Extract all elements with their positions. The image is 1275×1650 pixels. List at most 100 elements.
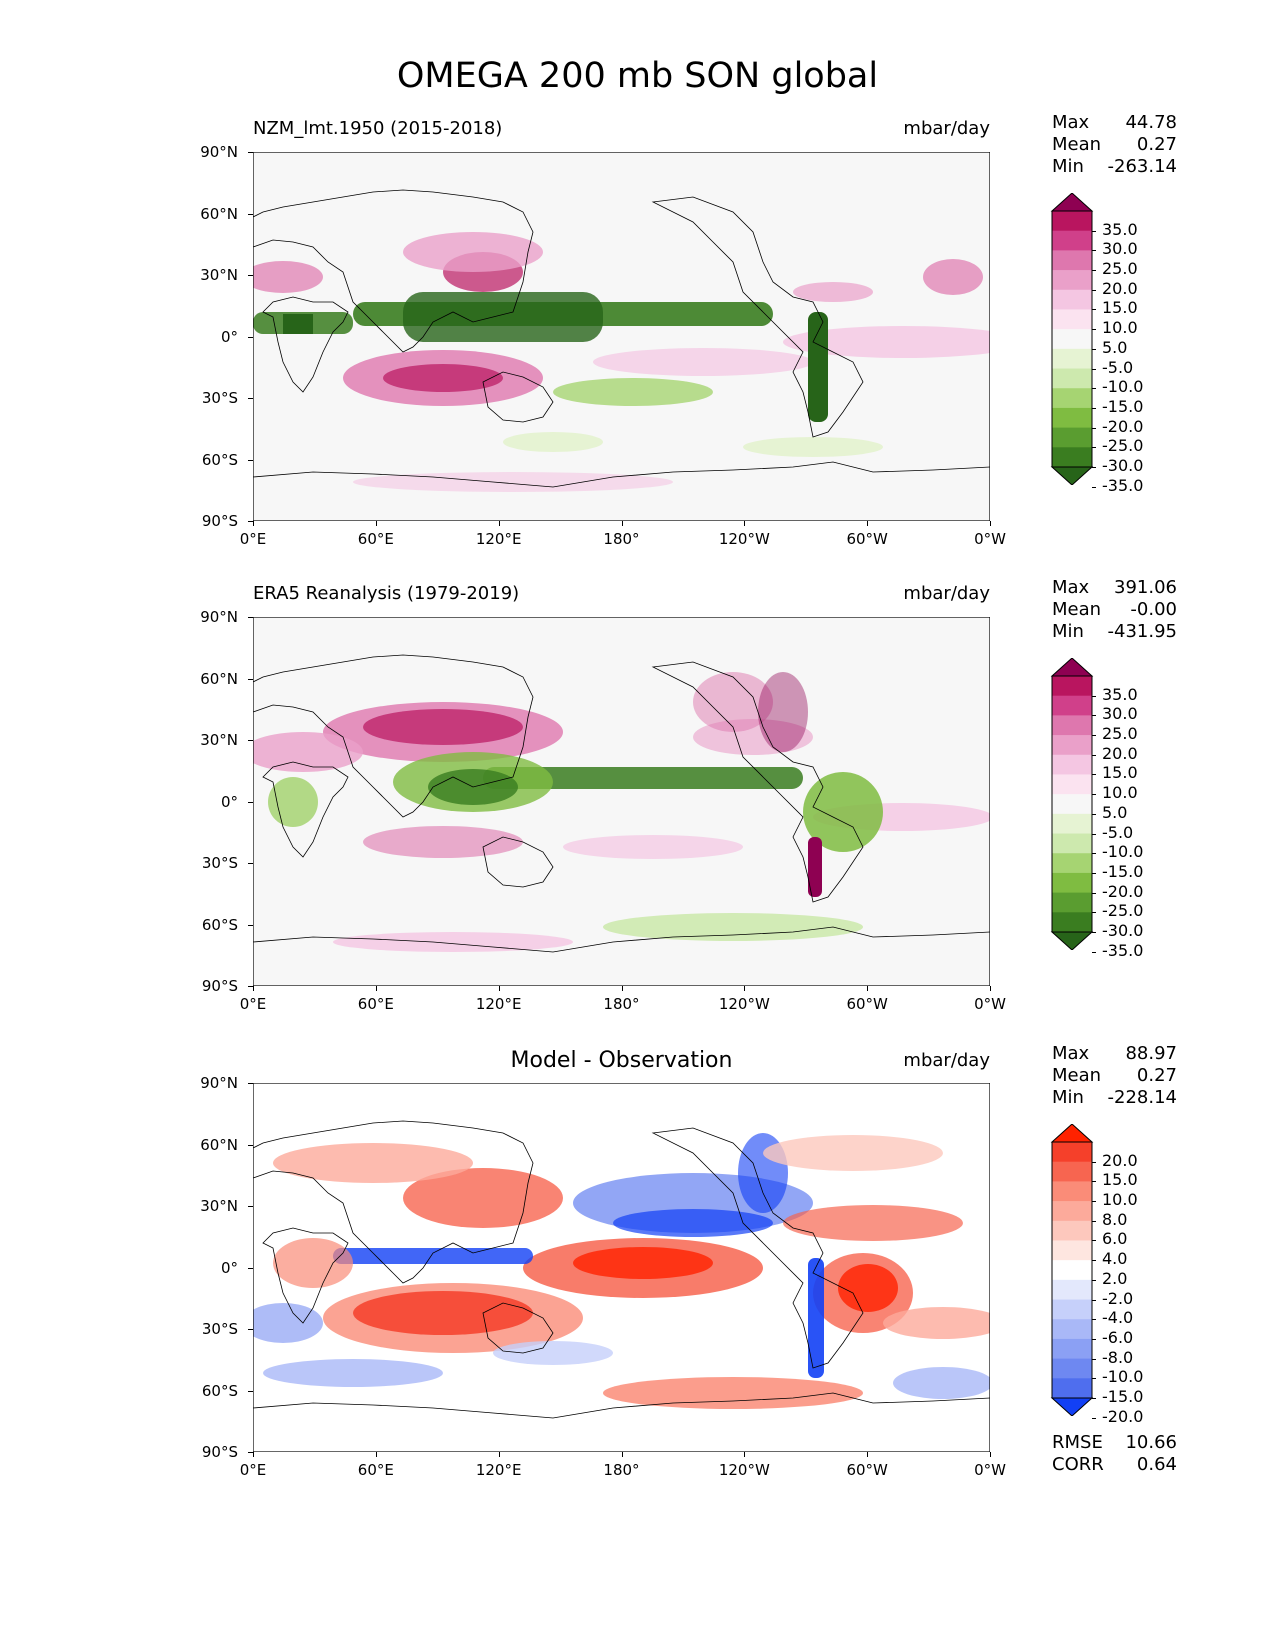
lon-tick-mark — [744, 986, 746, 991]
colorbar-tick — [1092, 1240, 1096, 1242]
colorbar-tick — [1092, 250, 1096, 252]
units-label: mbar/day — [903, 118, 990, 139]
colorbar-bin — [1052, 872, 1092, 894]
colorbar-tick-label: -10.0 — [1102, 1367, 1144, 1387]
lon-tick-label: 180° — [603, 530, 640, 548]
lon-tick-label: 60°E — [357, 995, 394, 1013]
lat-tick-label: 60°N — [200, 204, 238, 223]
colorbar-tick-label: 15.0 — [1102, 1170, 1138, 1190]
colorbar-bin — [1052, 1378, 1092, 1399]
lat-tick-label: 90°S — [201, 977, 238, 995]
colorbar-tick — [1092, 833, 1096, 835]
lon-tick-label: 0°E — [239, 1461, 267, 1479]
colorbar-bin — [1052, 447, 1092, 468]
colorbar-tick-label: -35.0 — [1102, 475, 1144, 495]
colorbar-bin — [1052, 289, 1092, 310]
lon-tick-mark — [375, 986, 377, 991]
colorbar-tick-label: 30.0 — [1102, 239, 1138, 259]
units-label: mbar/day — [903, 583, 990, 604]
lat-tick-mark — [248, 863, 253, 864]
colorbar-tick — [1092, 932, 1096, 933]
colorbar-tick — [1092, 892, 1096, 894]
colorbar-tick-label: -15.0 — [1102, 396, 1144, 416]
lon-tick-mark — [744, 521, 746, 526]
map-plot — [253, 1083, 990, 1452]
map-plot — [253, 152, 990, 521]
colorbar-tick — [1092, 1161, 1096, 1163]
colorbar-tick-label: -25.0 — [1102, 436, 1144, 456]
colorbar-tick-label: -35.0 — [1102, 940, 1144, 960]
colorbar-tick — [1092, 872, 1096, 874]
lat-tick-mark — [248, 521, 253, 522]
colorbar-tick-label: 4.0 — [1102, 1249, 1128, 1269]
colorbar-extend-min — [1050, 1397, 1094, 1417]
figure-title: OMEGA 200 mb SON global — [396, 56, 879, 96]
lat-tick-label: 30°S — [201, 854, 238, 872]
colorbar-tick-label: 5.0 — [1102, 802, 1128, 822]
colorbar-tick-label: 25.0 — [1102, 724, 1138, 744]
colorbar-tick — [1092, 368, 1096, 370]
mean-value: -0.00 — [1130, 599, 1177, 620]
lat-tick-mark — [248, 1206, 253, 1207]
lat-tick-label: 60°S — [201, 450, 238, 469]
lat-tick-mark — [248, 336, 253, 338]
colorbar-bin — [1052, 833, 1092, 854]
lat-tick-mark — [248, 1452, 253, 1453]
colorbar-tick — [1092, 754, 1096, 756]
mean-value: 0.27 — [1136, 1065, 1177, 1086]
colorbar-bin — [1052, 329, 1092, 350]
lon-tick-mark — [498, 521, 500, 526]
colorbar-bin — [1052, 211, 1092, 232]
colorbar-tick — [1092, 289, 1096, 291]
lat-tick-mark — [248, 1144, 253, 1146]
lon-tick-label: 0°W — [974, 1461, 1006, 1479]
colorbar-tick-label: 20.0 — [1102, 1150, 1138, 1170]
lat-tick-mark — [248, 1329, 253, 1330]
colorbar-bin — [1052, 427, 1092, 448]
colorbar-tick-label: 30.0 — [1102, 704, 1138, 724]
rmse-label: RMSE — [1052, 1432, 1103, 1453]
colorbar-bin — [1052, 715, 1092, 736]
lon-tick-mark — [253, 1452, 254, 1457]
lon-tick-label: 60°E — [357, 1461, 394, 1479]
lon-tick-mark — [867, 521, 869, 526]
lon-tick-mark — [867, 986, 869, 991]
lat-tick-mark — [248, 740, 253, 741]
lon-tick-label: 180° — [603, 1461, 640, 1479]
colorbar-bin — [1052, 912, 1092, 933]
colorbar — [1050, 192, 1100, 489]
skill-scores: RMSE 10.66 CORR 0.64 — [1052, 1432, 1177, 1476]
colorbar-bin — [1052, 407, 1092, 429]
colorbar-tick-label: 10.0 — [1102, 1190, 1138, 1210]
lon-tick-label: 120°E — [475, 995, 522, 1013]
colorbar-tick-label: -30.0 — [1102, 456, 1144, 475]
lat-tick-label: 60°S — [201, 915, 238, 934]
colorbar-tick — [1092, 1319, 1096, 1321]
coastlines — [253, 189, 990, 488]
lon-tick-label: 60°W — [846, 1461, 888, 1479]
min-label: Min — [1052, 621, 1084, 642]
colorbar-tick — [1092, 1181, 1096, 1183]
colorbar-tick — [1092, 853, 1096, 855]
lat-tick-label: 60°N — [200, 669, 238, 688]
colorbar-tick — [1092, 388, 1096, 390]
colorbar-bin — [1052, 1279, 1092, 1301]
colorbar-bin — [1052, 388, 1092, 409]
colorbar-tick-label: -2.0 — [1102, 1288, 1134, 1308]
mean-value: 0.27 — [1136, 134, 1177, 155]
lon-tick-mark — [253, 986, 254, 991]
lon-tick-label: 120°W — [718, 530, 770, 548]
colorbar-bin — [1052, 774, 1092, 795]
lon-tick-label: 60°W — [846, 530, 888, 548]
lat-tick-mark — [248, 398, 253, 399]
lat-tick-label: 60°S — [201, 1381, 238, 1400]
lon-tick-label: 120°E — [475, 1461, 522, 1479]
lat-tick-mark — [248, 275, 253, 276]
lat-tick-label: 90°N — [200, 143, 238, 161]
colorbar-tick-label: 15.0 — [1102, 763, 1138, 783]
colorbar-tick-label: 35.0 — [1102, 219, 1138, 239]
colorbar-bin — [1052, 309, 1092, 330]
colorbar-tick-label: 20.0 — [1102, 278, 1138, 298]
